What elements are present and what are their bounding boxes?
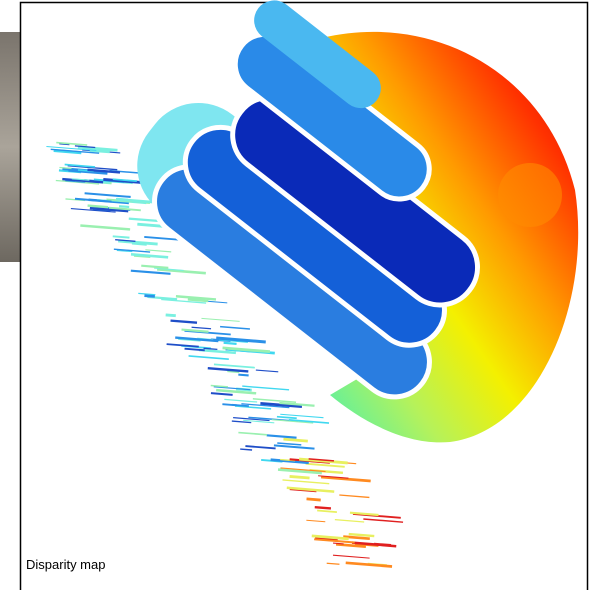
streak [166,315,176,316]
streak [307,499,321,500]
streak [113,236,130,237]
streak [290,476,310,478]
disparity-figure: Disparity map [0,0,591,590]
streak [283,439,307,441]
streak [88,206,109,208]
page: Disparity map (() => { const data = JSON… [0,0,591,590]
streak [240,449,252,450]
eye-region [498,163,562,227]
streak [144,296,154,297]
streak [119,206,129,207]
streak [132,244,147,245]
streak [117,199,128,200]
photo-strip [0,32,20,262]
streak [224,343,237,344]
streak [315,507,331,508]
caption: Disparity map [26,557,105,572]
streak [238,375,248,376]
